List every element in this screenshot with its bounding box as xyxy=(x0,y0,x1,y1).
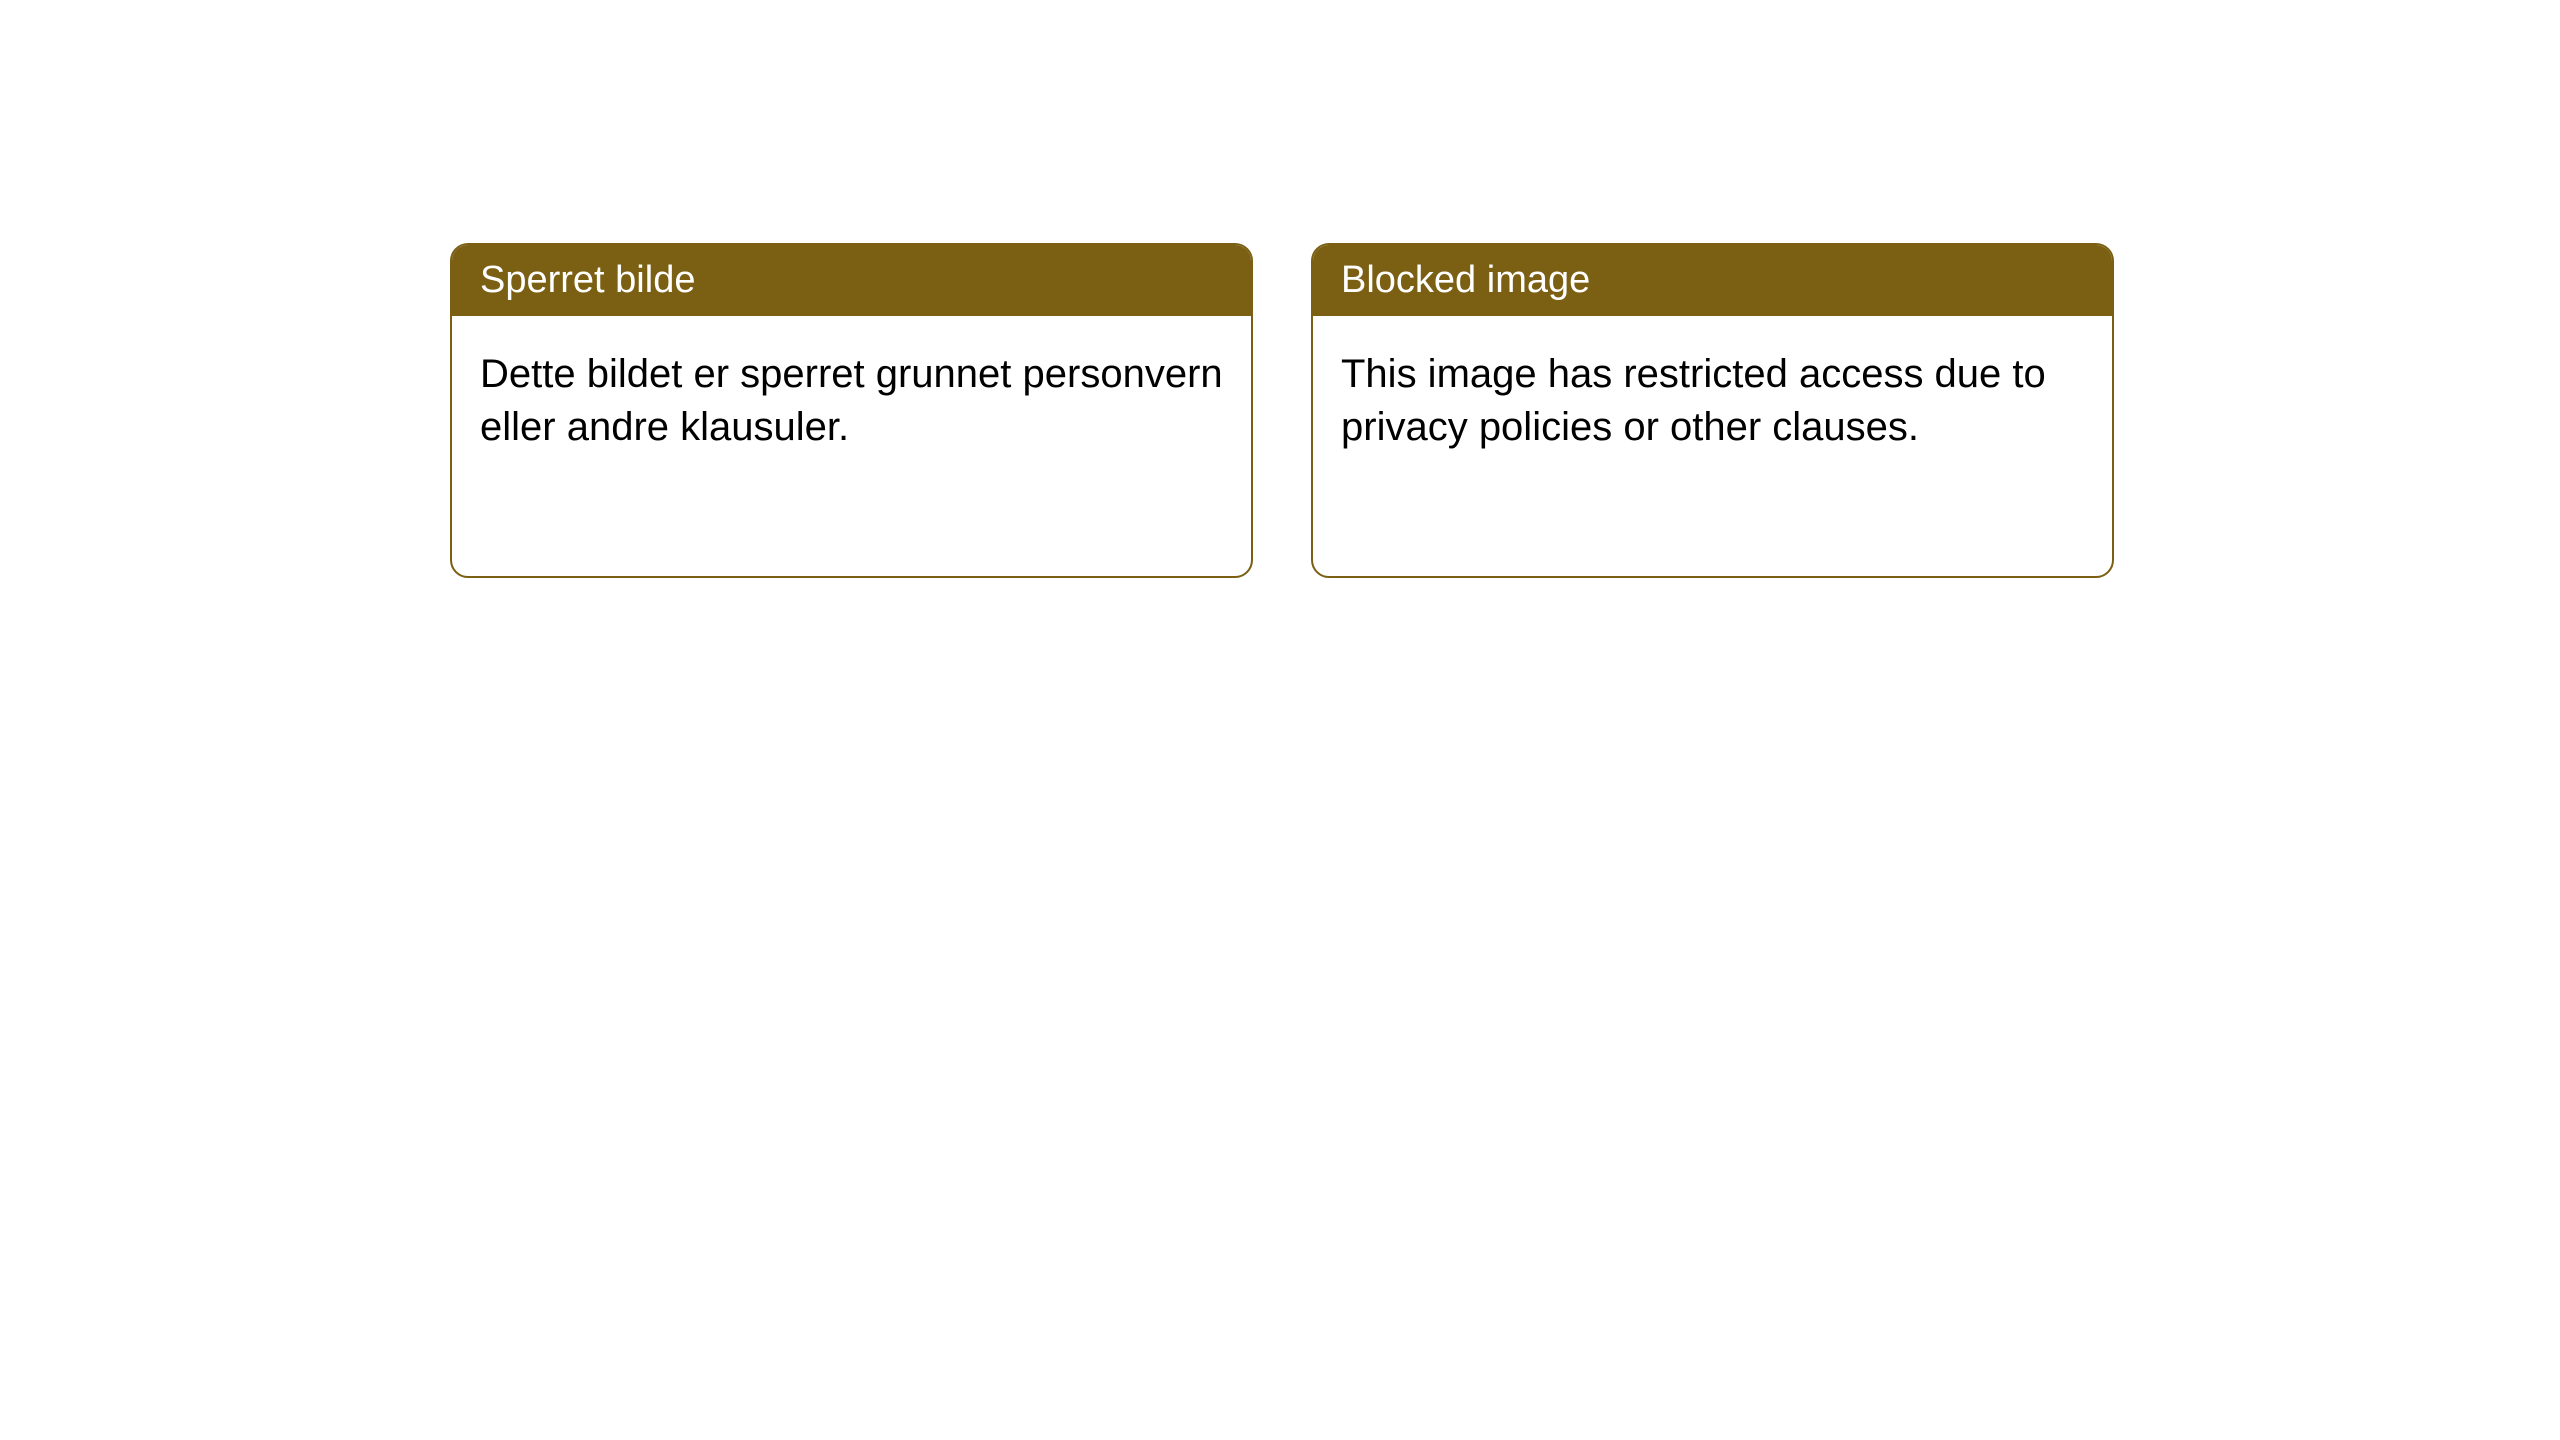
notice-container: Sperret bilde Dette bildet er sperret gr… xyxy=(450,243,2114,578)
notice-text: Dette bildet er sperret grunnet personve… xyxy=(480,352,1223,449)
notice-card-english: Blocked image This image has restricted … xyxy=(1311,243,2114,578)
notice-body: Dette bildet er sperret grunnet personve… xyxy=(452,316,1251,486)
notice-card-norwegian: Sperret bilde Dette bildet er sperret gr… xyxy=(450,243,1253,578)
notice-title: Sperret bilde xyxy=(480,259,695,301)
notice-text: This image has restricted access due to … xyxy=(1341,352,2046,449)
notice-header: Blocked image xyxy=(1313,245,2112,316)
notice-body: This image has restricted access due to … xyxy=(1313,316,2112,486)
notice-title: Blocked image xyxy=(1341,259,1590,301)
notice-header: Sperret bilde xyxy=(452,245,1251,316)
